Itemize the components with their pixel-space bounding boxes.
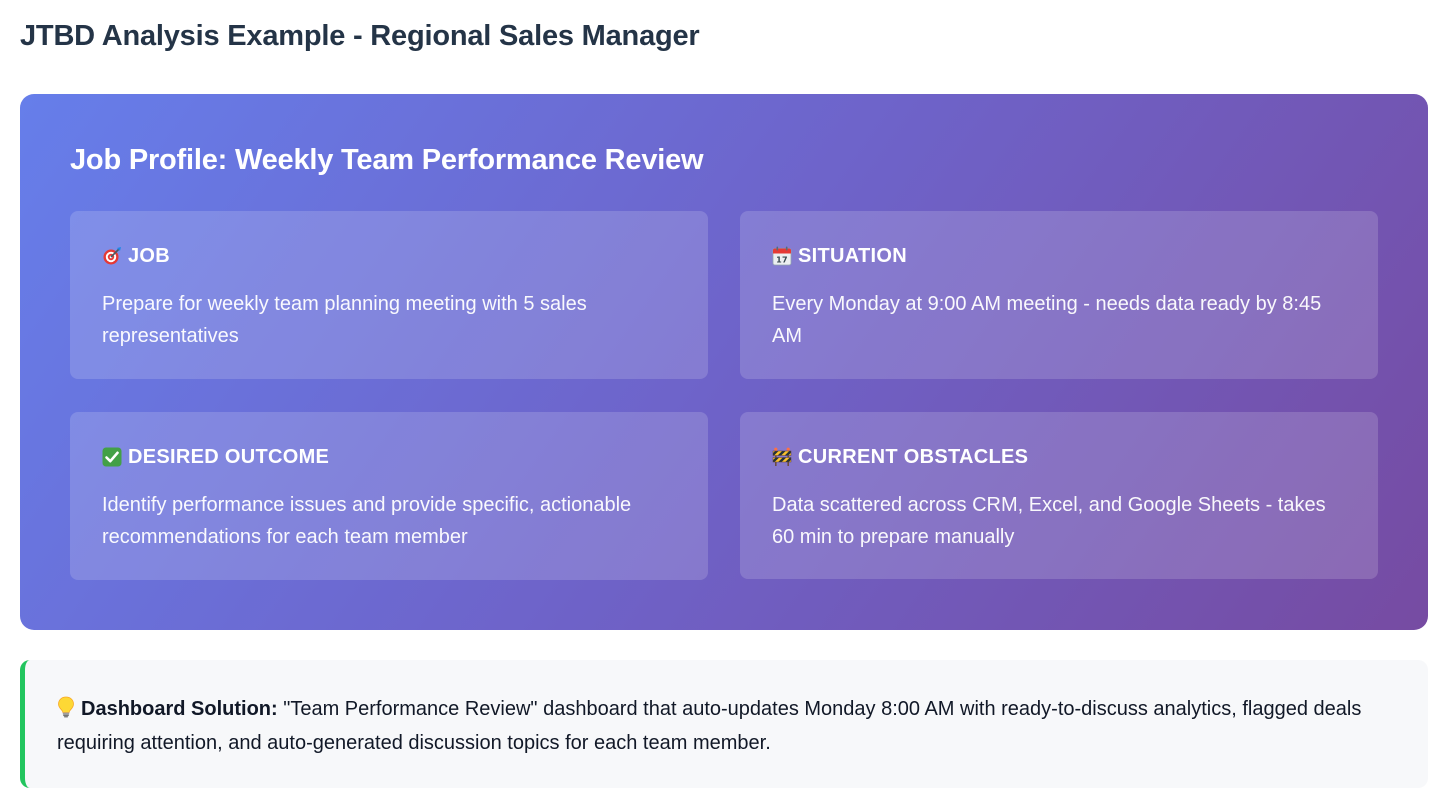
desired-outcome-heading: DESIRED OUTCOME (128, 445, 330, 468)
target-icon (102, 246, 122, 266)
current-obstacles-heading: CURRENT OBSTACLES (798, 445, 1029, 468)
situation-box: 17 SITUATION Every Monday at 9:00 AM mee… (740, 211, 1378, 379)
job-box: JOB Prepare for weekly team planning mee… (70, 211, 708, 379)
job-text: Prepare for weekly team planning meeting… (102, 293, 587, 347)
current-obstacles-text: Data scattered across CRM, Excel, and Go… (772, 494, 1326, 548)
lightbulb-icon (57, 695, 75, 718)
desired-outcome-text: Identify performance issues and provide … (102, 494, 632, 548)
situation-heading: SITUATION (798, 244, 907, 267)
solution-label: Dashboard Solution: (81, 698, 278, 720)
job-profile-card: Job Profile: Weekly Team Performance Rev… (20, 94, 1428, 630)
current-obstacles-box: CURRENT OBSTACLES Data scattered across … (740, 412, 1378, 579)
page-title: JTBD Analysis Example - Regional Sales M… (20, 20, 700, 52)
job-profile-title: Job Profile: Weekly Team Performance Rev… (70, 144, 704, 176)
desired-outcome-box: DESIRED OUTCOME Identify performance iss… (70, 412, 708, 580)
calendar-icon: 17 (772, 246, 792, 266)
svg-text:17: 17 (776, 256, 788, 265)
dashboard-solution-callout: Dashboard Solution: "Team Performance Re… (20, 660, 1428, 788)
situation-text: Every Monday at 9:00 AM meeting - needs … (772, 293, 1322, 347)
check-mark-icon (102, 447, 122, 467)
solution-text: "Team Performance Review" dashboard that… (57, 698, 1362, 754)
job-heading: JOB (128, 244, 171, 267)
construction-barrier-icon (772, 447, 792, 467)
